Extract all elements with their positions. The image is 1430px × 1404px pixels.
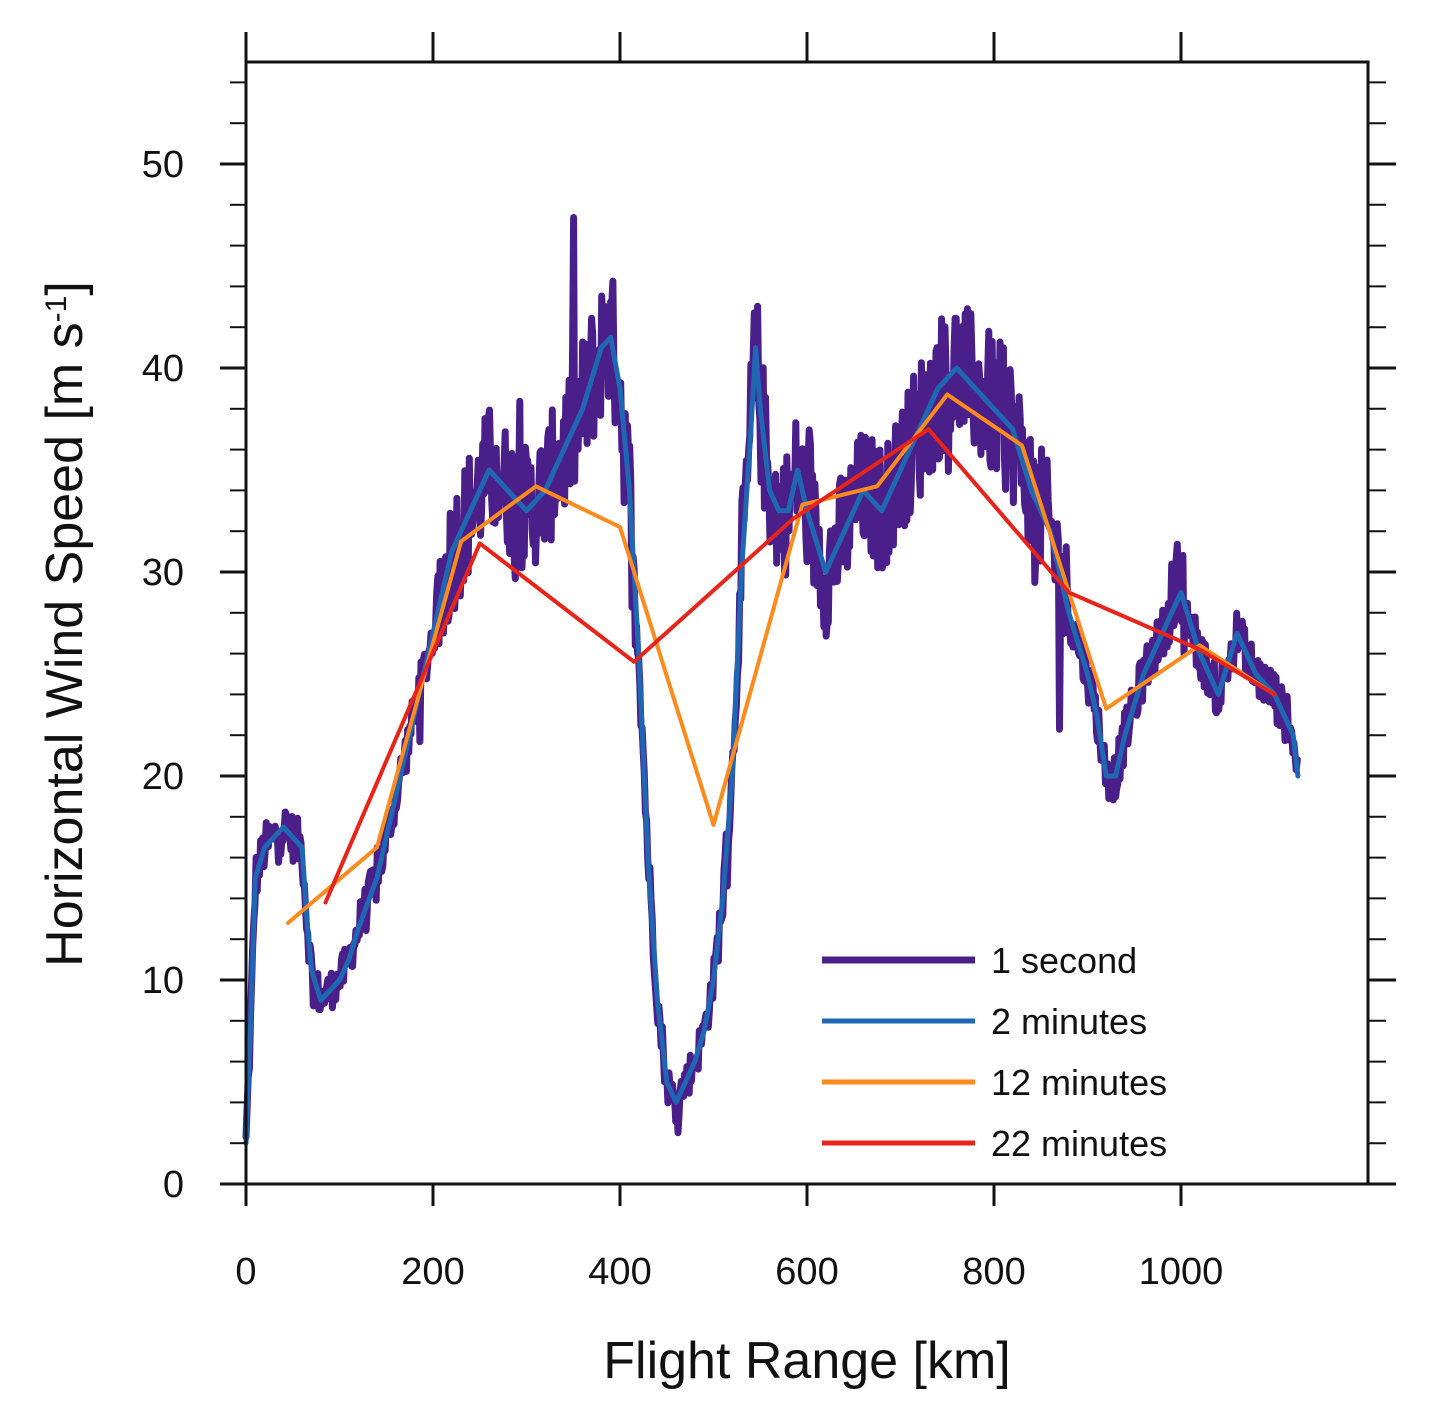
legend: 1 second 2 minutes 12 minutes 22 minutes xyxy=(822,940,1167,1164)
y-tick-label: 30 xyxy=(142,552,184,594)
series-line-22-minutes xyxy=(323,427,1277,905)
tick-labels-layer: 0 200 400 600 800 1000 0 10 20 30 40 50 xyxy=(142,144,1224,1293)
x-tick-label: 200 xyxy=(401,1251,464,1293)
series-line-12-minutes xyxy=(286,392,1277,925)
x-axis-title: Flight Range [km] xyxy=(603,1332,1011,1390)
x-tick-label: 0 xyxy=(235,1251,256,1293)
x-tick-label: 800 xyxy=(962,1251,1025,1293)
series-layer xyxy=(242,214,1301,1146)
legend-label: 12 minutes xyxy=(991,1062,1167,1103)
series-line-1-second xyxy=(242,214,1301,1141)
y-axis-title-sup: -1 xyxy=(40,296,73,323)
y-axis-title-main: Horizontal Wind Speed [m s xyxy=(36,322,94,967)
y-tick-label: 10 xyxy=(142,960,184,1002)
ticks-layer xyxy=(220,32,1396,1206)
y-tick-label: 50 xyxy=(142,144,184,186)
x-tick-label: 600 xyxy=(775,1251,838,1293)
legend-label: 2 minutes xyxy=(991,1001,1147,1042)
x-tick-label: 1000 xyxy=(1139,1251,1224,1293)
legend-label: 22 minutes xyxy=(991,1123,1167,1164)
y-tick-label: 0 xyxy=(163,1164,184,1206)
legend-label: 1 second xyxy=(991,940,1137,981)
x-tick-label: 400 xyxy=(588,1251,651,1293)
y-axis-title-close: ] xyxy=(36,281,94,295)
y-axis-title-group: Horizontal Wind Speed [m s-1] xyxy=(36,281,94,967)
y-axis-title: Horizontal Wind Speed [m s-1] xyxy=(36,281,94,967)
series-line-2-minutes xyxy=(243,334,1301,1146)
y-tick-label: 20 xyxy=(142,756,184,798)
y-tick-label: 40 xyxy=(142,348,184,390)
